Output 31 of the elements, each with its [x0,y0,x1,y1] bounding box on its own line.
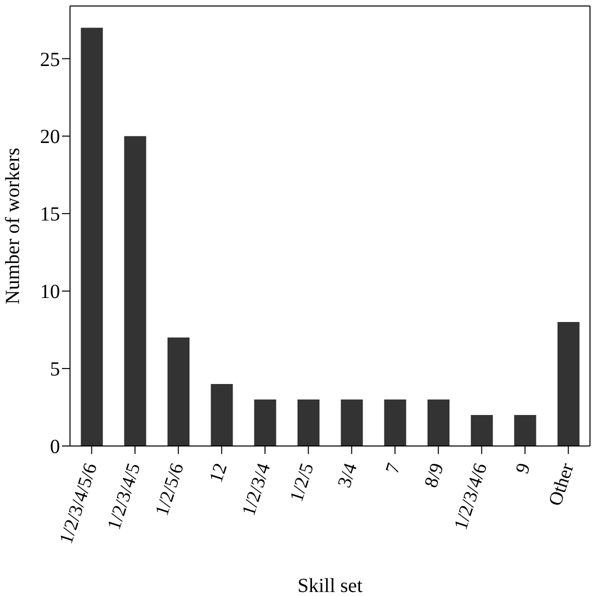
y-axis-title: Number of workers [2,147,24,304]
bar [470,415,493,446]
bar [298,400,320,446]
x-tick-label: Other [544,460,579,508]
y-tick-label: 0 [50,436,60,458]
y-tick-label: 25 [40,48,60,71]
x-tick-label: 3/4 [334,460,362,490]
bar [168,338,190,446]
bar [558,322,580,446]
bar [210,384,233,446]
x-tick-label: 1/2/3/4/5 [104,460,145,533]
y-tick-label: 10 [40,281,60,304]
x-tick-label: 12 [206,460,232,486]
bar [80,28,103,446]
bar [340,400,363,446]
x-tick-label: 8/9 [420,460,448,490]
x-tick-label: 1/2/3/4 [238,460,276,518]
x-tick-label: 1/2/5/6 [152,460,188,518]
y-tick-label: 5 [50,358,60,381]
bar [254,400,276,446]
x-tick-label: 9 [512,460,535,476]
bar [514,415,536,446]
x-tick-label: 1/2/5 [286,460,318,504]
bar [428,400,450,446]
y-tick-label: 15 [40,204,60,226]
x-tick-label: 7 [382,460,405,476]
x-tick-label: 1/2/3/4/6 [450,460,492,533]
x-axis-title: Skill set [297,575,363,596]
bar [124,136,146,446]
y-tick-label: 20 [40,126,60,148]
bar [384,400,406,446]
